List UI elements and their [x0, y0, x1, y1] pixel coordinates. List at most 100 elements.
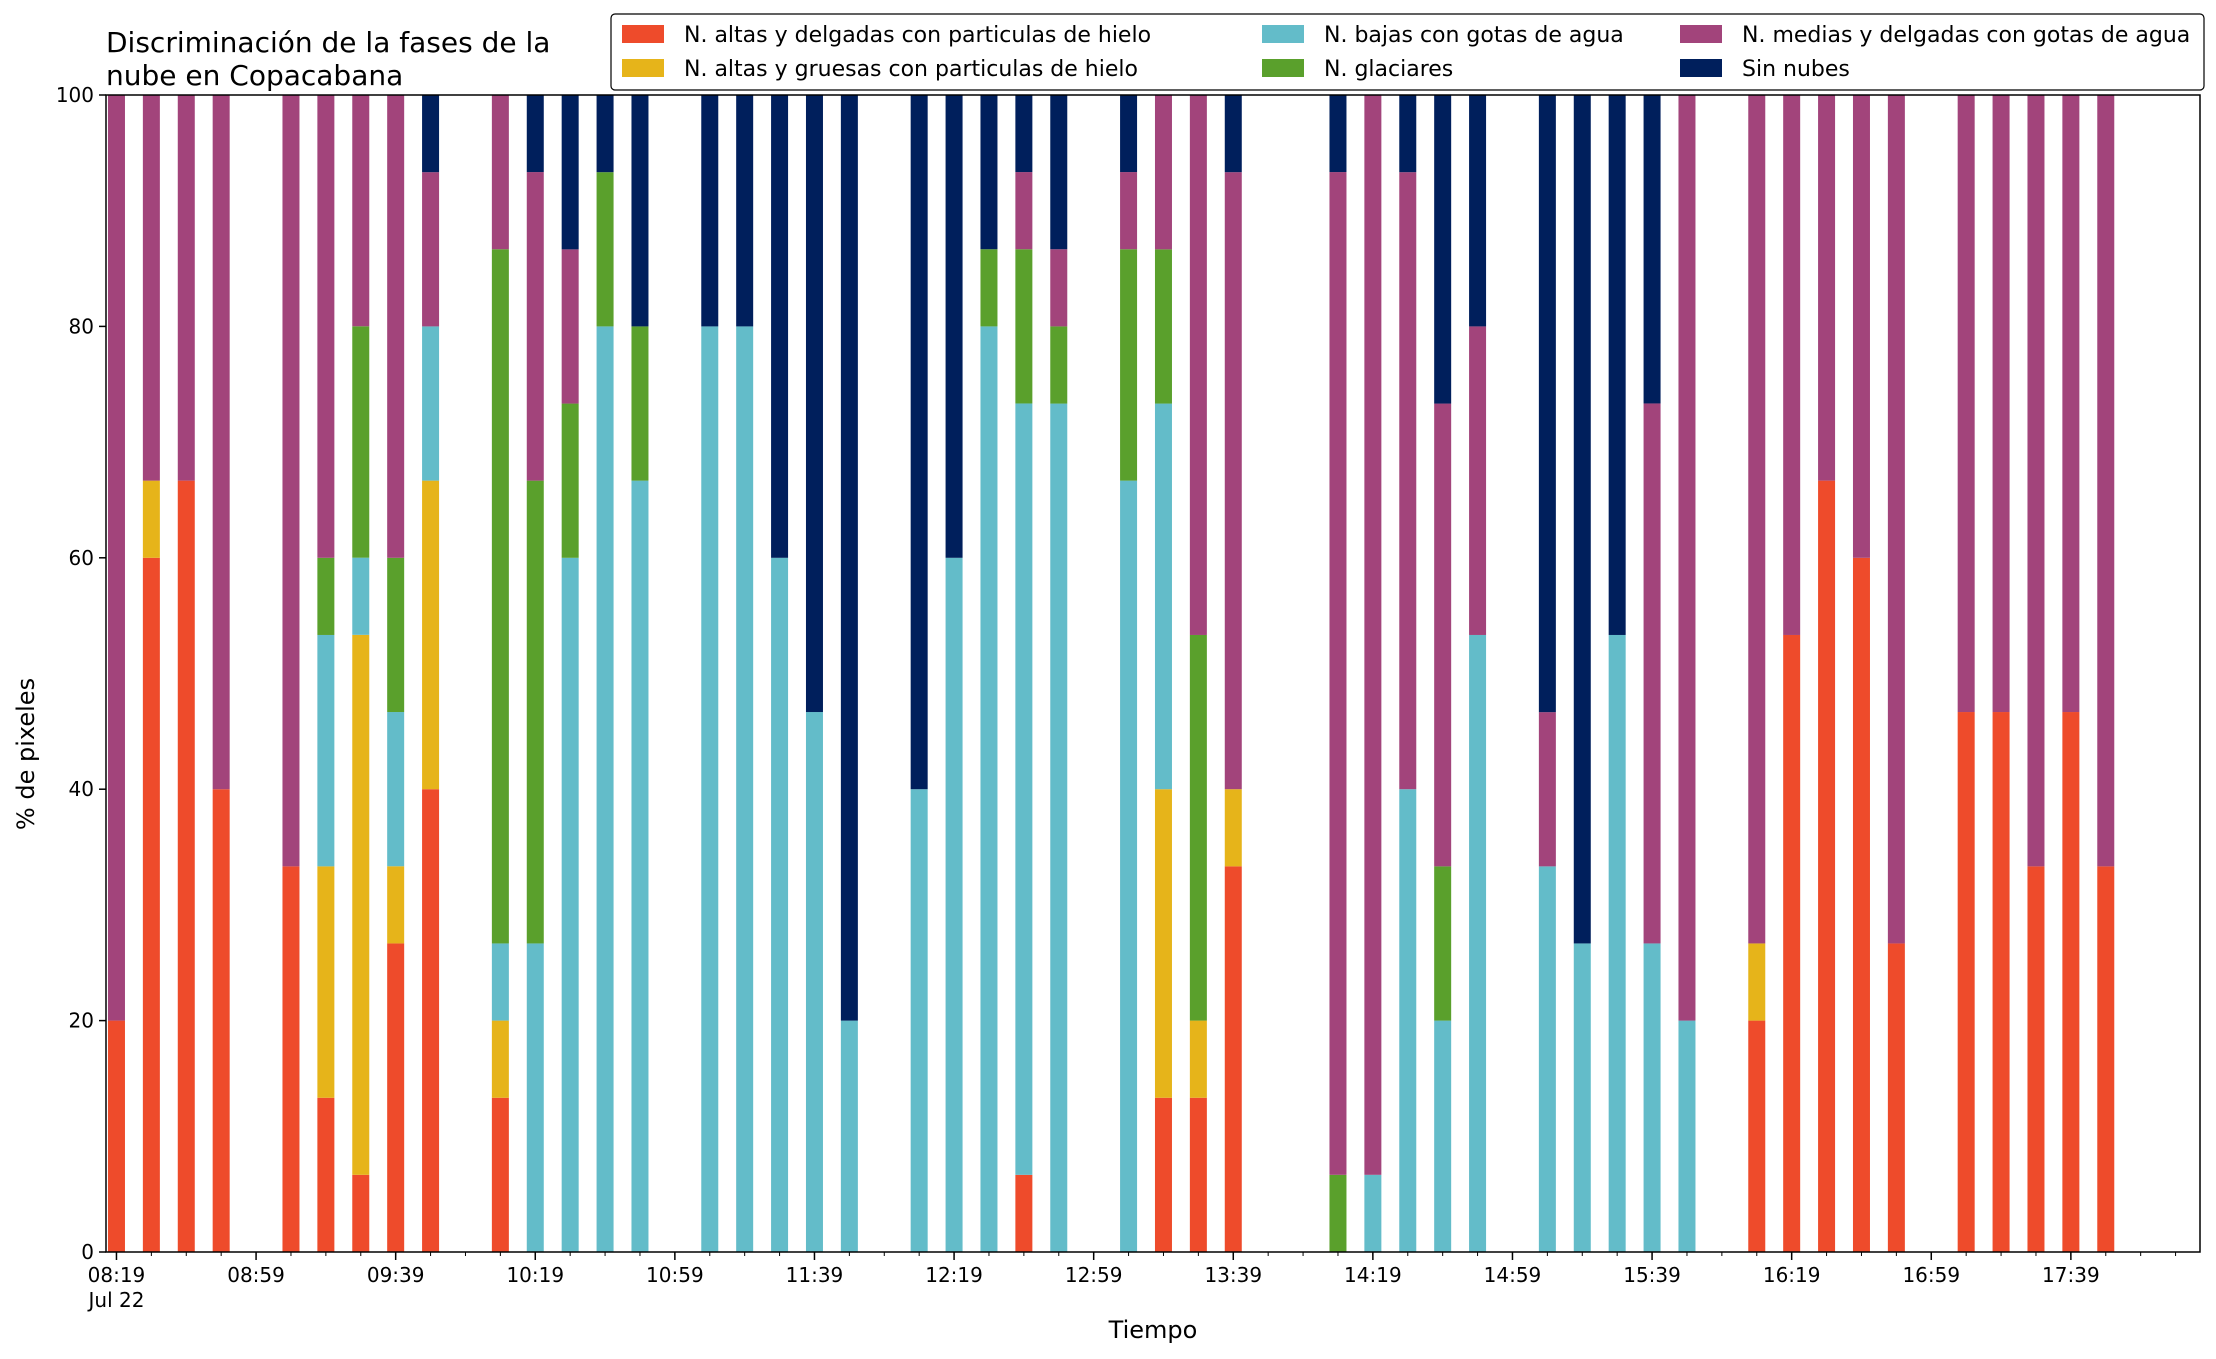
bar-segment — [142, 480, 160, 558]
x-tick-label: 14:19 — [1344, 1263, 1402, 1287]
x-tick-label: 09:39 — [367, 1263, 425, 1287]
bar-segment — [561, 95, 579, 250]
bar-segment — [212, 789, 230, 1252]
bar-segment — [282, 95, 300, 867]
bar-stack — [1469, 95, 1487, 1252]
bar-segment — [1538, 712, 1556, 867]
bar-segment — [1818, 480, 1836, 1252]
legend-label: N. altas y delgadas con particulas de hi… — [684, 23, 1151, 48]
bar-stack — [1887, 95, 1905, 1252]
bar-segment — [631, 326, 649, 481]
bar-segment — [980, 95, 998, 250]
bar-segment — [561, 249, 579, 404]
bar-segment — [177, 480, 195, 1252]
chart-title: Discriminación de la fases de la nube en … — [106, 26, 550, 92]
bar-segment — [2062, 95, 2080, 713]
y-tick-label: 60 — [69, 546, 94, 570]
bar-segment — [1364, 95, 1382, 1175]
y-tick-label: 100 — [56, 83, 94, 107]
legend-label: N. bajas con gotas de agua — [1324, 23, 1624, 48]
bar-stack — [701, 95, 719, 1252]
legend-item: N. altas y gruesas con particulas de hie… — [622, 57, 1138, 82]
bar-segment — [1154, 1097, 1172, 1252]
x-tick-label: 11:39 — [786, 1263, 844, 1287]
bar-stack — [561, 95, 579, 1252]
bar-segment — [1015, 403, 1033, 1175]
bar-segment — [422, 95, 440, 173]
x-axis-label: Tiempo — [1108, 1316, 1198, 1344]
bar-segment — [212, 95, 230, 790]
bar-segment — [1678, 1020, 1696, 1252]
bar-stack — [1643, 94, 1661, 1252]
bar-stack — [2062, 95, 2080, 1252]
bar-segment — [1818, 95, 1836, 481]
bar-segment — [282, 866, 300, 1252]
bar-segment — [491, 95, 509, 250]
bar-stack — [805, 95, 823, 1252]
bar-segment — [561, 403, 579, 558]
bar-segment — [701, 326, 719, 1252]
bar-segment — [142, 557, 160, 1252]
bar-segment — [736, 95, 754, 327]
bar-stack — [1992, 95, 2010, 1252]
legend: N. altas y delgadas con particulas de hi… — [610, 13, 2205, 91]
bar-segment — [1887, 95, 1905, 944]
legend-item: N. altas y delgadas con particulas de hi… — [622, 23, 1151, 48]
bar-segment — [1399, 172, 1417, 790]
legend-swatch — [1262, 59, 1304, 77]
bar-segment — [1643, 94, 1661, 404]
bar-segment — [1852, 557, 1870, 1252]
bar-segment — [1538, 95, 1556, 713]
bar-segment — [561, 557, 579, 1252]
legend-frame — [610, 13, 2205, 91]
bar-stack — [945, 95, 963, 1252]
legend-item: N. bajas con gotas de agua — [1262, 23, 1624, 48]
bar-segment — [1399, 789, 1417, 1252]
bar-segment — [1469, 326, 1487, 635]
legend-swatch — [1262, 25, 1304, 43]
bar-stack — [387, 95, 405, 1252]
bar-segment — [1224, 789, 1242, 867]
bar-stack — [1329, 94, 1347, 1252]
bar-segment — [1608, 95, 1626, 635]
legend-swatch — [622, 25, 664, 43]
x-tick-label: 08:59 — [227, 1263, 285, 1287]
bar-segment — [1329, 1174, 1347, 1252]
bar-segment — [1154, 95, 1172, 250]
bar-segment — [317, 866, 335, 1098]
bar-segment — [1189, 1097, 1207, 1252]
legend-swatch — [1680, 25, 1722, 43]
bar-segment — [805, 95, 823, 713]
bar-stack — [1852, 95, 1870, 1252]
bar-segment — [1224, 172, 1242, 790]
bar-segment — [526, 172, 544, 481]
bar-segment — [387, 866, 405, 944]
bar-segment — [1573, 95, 1591, 944]
bar-segment — [910, 95, 928, 790]
bar-stack — [1783, 95, 1801, 1252]
bar-stack — [1957, 95, 1975, 1252]
bar-segment — [736, 326, 754, 1252]
bar-stack — [317, 95, 335, 1252]
bar-segment — [1050, 403, 1068, 1252]
bar-segment — [945, 95, 963, 558]
bar-segment — [1364, 1174, 1382, 1252]
bar-segment — [1434, 403, 1452, 867]
bar-segment — [1120, 172, 1138, 250]
bar-segment — [491, 1020, 509, 1098]
bar-stack — [1818, 95, 1836, 1252]
y-axis-label: % de pixeles — [12, 678, 40, 830]
bar-segment — [1015, 94, 1033, 173]
x-tick-label: 10:19 — [506, 1263, 564, 1287]
bar-stack — [1120, 94, 1138, 1252]
bar-segment — [596, 326, 614, 1252]
bar-segment — [1224, 866, 1242, 1252]
x-tick-label: 08:19 — [88, 1263, 146, 1287]
bar-segment — [422, 480, 440, 790]
bar-stack — [1748, 95, 1766, 1252]
bar-segment — [107, 95, 125, 1021]
bar-segment — [701, 95, 719, 327]
y-tick-label: 0 — [81, 1240, 94, 1264]
axes-frame — [105, 94, 2201, 1253]
bar-segment — [1957, 95, 1975, 713]
